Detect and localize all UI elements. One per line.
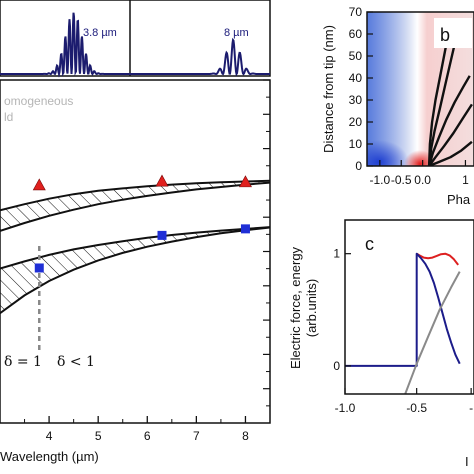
panel-b-letter: b bbox=[440, 25, 450, 45]
panel-b-ticks: 0 10 20 30 40 50 60 70 -1.0 -0.5 0.0 1 bbox=[349, 5, 469, 187]
panel-c-frame bbox=[344, 219, 474, 395]
band-lower-edge bbox=[0, 226, 270, 315]
x-tick-label: 7 bbox=[193, 429, 200, 443]
x-tick-label: 1 bbox=[462, 173, 469, 187]
y-tick-label: 1 bbox=[333, 247, 340, 261]
x-tick-label: 0.0 bbox=[414, 173, 431, 187]
band-lower-edge bbox=[0, 181, 270, 232]
curve-red bbox=[416, 252, 459, 266]
panel-c: c 0 1 -1.0 -0.5 - Electric force, energy (ar… bbox=[288, 219, 474, 469]
panel-c-xlabel: I bbox=[465, 454, 469, 469]
square-marker-icon bbox=[157, 230, 167, 240]
x-tick-label: 5 bbox=[95, 429, 102, 443]
x-tick-label: 6 bbox=[144, 429, 151, 443]
panel-a-ticks: 4 5 6 7 8 bbox=[24, 79, 271, 443]
curve-grey bbox=[404, 271, 461, 394]
triangle-marker-icon bbox=[155, 174, 169, 187]
y-tick-label: 10 bbox=[349, 137, 363, 151]
x-tick-label: -1.0 bbox=[335, 401, 356, 415]
panel-c-ylabel-1: Electric force, energy bbox=[288, 246, 303, 369]
y-tick-label: 30 bbox=[349, 93, 363, 107]
panel-c-ylabel-2: (arb.units) bbox=[304, 279, 319, 338]
panel-a-xlabel: Wavelength (µm) bbox=[0, 449, 99, 464]
x-tick-label: 8 bbox=[242, 429, 249, 443]
y-tick-label: 60 bbox=[349, 27, 363, 41]
x-tick-label: -1.0 bbox=[369, 173, 390, 187]
panel-a-main: omogeneous ld δ = 1 δ < 1 4 5 6 7 8 Waveleng… bbox=[0, 79, 271, 464]
triangle-marker-icon bbox=[238, 175, 252, 188]
trajectory-line-3 bbox=[427, 75, 471, 166]
hatched-band-1 bbox=[0, 180, 270, 231]
panel-a-spectra: 3.8 µm 8 µm bbox=[0, 0, 271, 78]
x-tick-label: -0.5 bbox=[391, 173, 412, 187]
annotation-line-1: omogeneous bbox=[4, 94, 73, 108]
square-marker-icon bbox=[34, 263, 44, 273]
y-tick-label: 40 bbox=[349, 71, 363, 85]
y-tick-label: 70 bbox=[349, 5, 363, 19]
y-tick-label: 0 bbox=[333, 359, 340, 373]
phase-red-spot bbox=[404, 150, 436, 166]
panel-b-letter-box bbox=[434, 18, 472, 48]
spectrum-label-2: 8 µm bbox=[224, 27, 249, 39]
x-tick-label: - bbox=[469, 401, 473, 415]
panel-c-letter: c bbox=[365, 234, 374, 254]
panel-b-ylabel: Distance from tip (nm) bbox=[321, 25, 336, 153]
hatched-bands bbox=[0, 179, 270, 315]
trajectory-line-5 bbox=[428, 140, 473, 166]
y-tick-label: 50 bbox=[349, 49, 363, 63]
regime-right: δ < 1 bbox=[57, 354, 95, 370]
spectrum-label-1: 3.8 µm bbox=[83, 27, 117, 39]
panel-b-xlabel: Pha bbox=[447, 192, 471, 207]
spectra-frame bbox=[0, 0, 271, 77]
hatched-band-2 bbox=[0, 227, 270, 314]
band-upper-edge bbox=[0, 226, 270, 270]
spectrum-line bbox=[0, 12, 270, 78]
y-tick-label: 20 bbox=[349, 115, 363, 129]
square-marker-icon bbox=[240, 224, 250, 234]
curve-blue bbox=[345, 252, 461, 367]
annotation-line-2: ld bbox=[4, 110, 13, 124]
x-tick-label: 4 bbox=[46, 429, 53, 443]
trajectory-line-1 bbox=[427, 29, 451, 166]
x-tick-label: -0.5 bbox=[406, 401, 427, 415]
band-upper-edge bbox=[0, 179, 270, 212]
panel-c-ticks: 0 1 -1.0 -0.5 - bbox=[333, 247, 473, 415]
trajectory-line-2 bbox=[427, 38, 458, 166]
data-markers bbox=[32, 174, 252, 273]
trajectory-line-4 bbox=[428, 103, 473, 166]
energy-curves bbox=[345, 252, 461, 394]
triangle-marker-icon bbox=[32, 178, 46, 191]
panel-a-frame bbox=[0, 79, 271, 424]
panel-b: b 0 10 20 30 40 50 60 70 -1.0 -0.5 0.0 1 Distance f… bbox=[321, 5, 474, 207]
trajectory-lines bbox=[427, 29, 473, 166]
regime-left: δ = 1 bbox=[4, 354, 42, 370]
phase-blue-spot bbox=[367, 140, 409, 166]
panel-b-frame bbox=[366, 11, 474, 167]
y-tick-label: 0 bbox=[355, 159, 362, 173]
